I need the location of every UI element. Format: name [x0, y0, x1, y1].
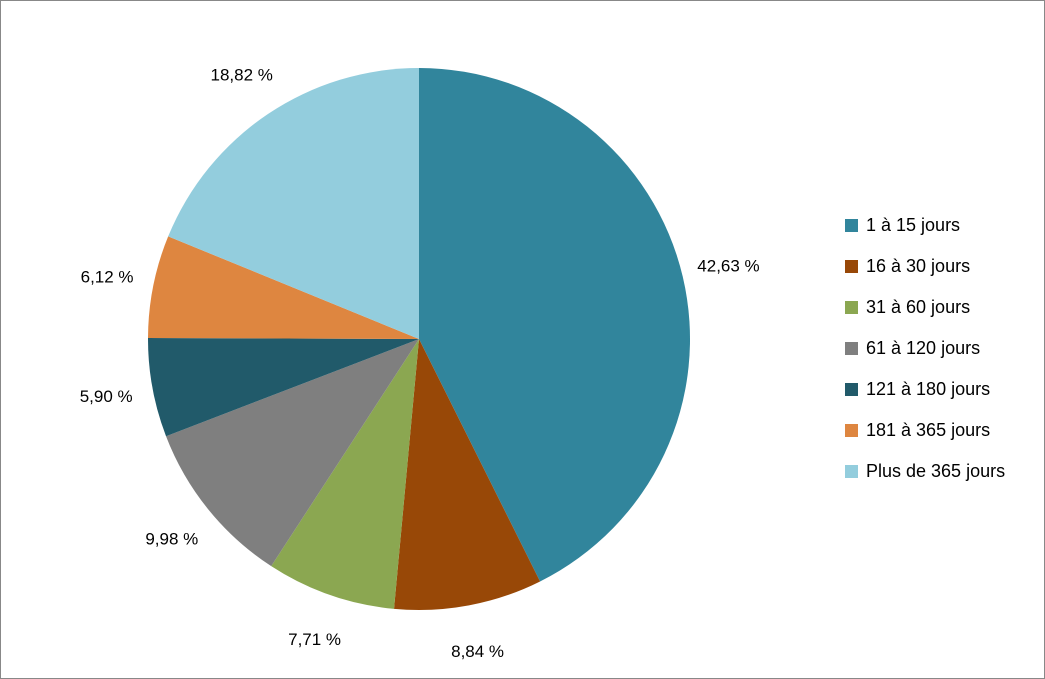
legend-label: 16 à 30 jours: [866, 256, 971, 276]
slice-data-label: 8,84 %: [451, 642, 504, 661]
pie-slice: [166, 339, 419, 567]
legend-label: 31 à 60 jours: [866, 297, 971, 317]
legend-swatch: [845, 260, 858, 273]
legend-label: 121 à 180 jours: [866, 379, 991, 399]
legend-label: 181 à 365 jours: [866, 420, 991, 440]
legend-item: 181 à 365 jours: [845, 410, 1005, 451]
legend-label: 1 à 15 jours: [866, 215, 961, 235]
legend-label: 61 à 120 jours: [866, 338, 981, 358]
pie-slice: [394, 339, 541, 610]
legend-swatch: [845, 219, 858, 232]
pie-slice: [419, 68, 691, 582]
legend-item: 121 à 180 jours: [845, 369, 1005, 410]
slice-data-label: 18,82 %: [211, 66, 273, 85]
pie-slice: [271, 339, 419, 609]
legend-item: 31 à 60 jours: [845, 287, 1005, 328]
slice-data-label: 9,98 %: [145, 530, 198, 549]
legend-item: 1 à 15 jours: [845, 205, 1005, 246]
legend-swatch: [845, 301, 858, 314]
pie-slice: [168, 67, 419, 339]
legend-swatch: [845, 465, 858, 478]
slice-data-label: 6,12 %: [81, 268, 134, 287]
legend-swatch: [845, 383, 858, 396]
slice-data-label: 5,90 %: [80, 387, 133, 406]
legend-label: Plus de 365 jours: [866, 461, 1006, 481]
legend: 1 à 15 jours 16 à 30 jours 31 à 60 jours…: [845, 205, 1005, 492]
slice-data-label: 7,71 %: [288, 630, 341, 649]
legend-swatch: [845, 342, 858, 355]
slice-data-label: 42,63 %: [697, 257, 759, 276]
legend-item: 16 à 30 jours: [845, 246, 1005, 287]
pie-slice: [147, 337, 419, 437]
legend-item: Plus de 365 jours: [845, 451, 1005, 492]
legend-swatch: [845, 424, 858, 437]
legend-item: 61 à 120 jours: [845, 328, 1005, 369]
pie-slice: [148, 236, 419, 339]
